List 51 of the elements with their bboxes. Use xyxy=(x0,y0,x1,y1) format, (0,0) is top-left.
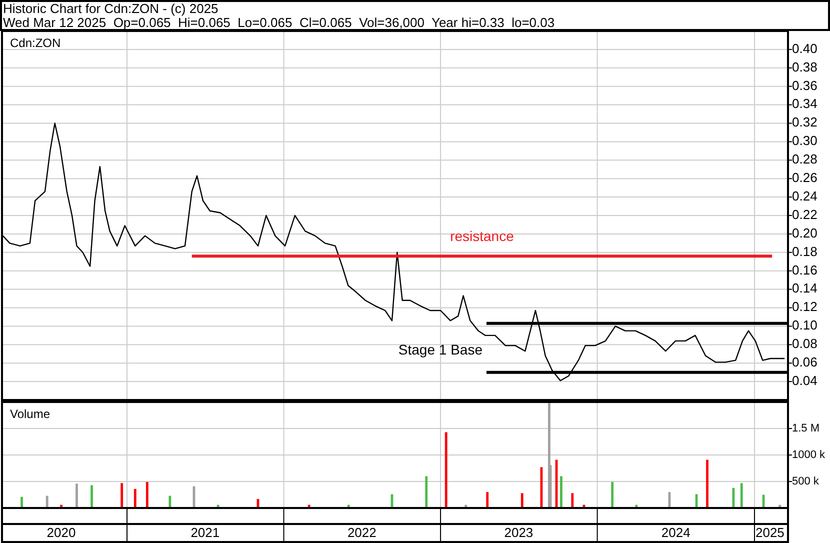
bar xyxy=(46,496,48,508)
y-tick-label: 0.28 xyxy=(792,152,818,167)
y-tick-label: 500 k xyxy=(792,475,820,488)
x-tick-label: 2020 xyxy=(46,525,76,540)
bar xyxy=(706,460,708,508)
y-tick-label: 0.30 xyxy=(792,133,818,148)
y-tick-label: 0.04 xyxy=(792,372,818,388)
y-tick-label: 0.24 xyxy=(792,188,818,204)
y-tick-label: 0.36 xyxy=(792,78,818,93)
y-tick-label: 0.10 xyxy=(792,318,818,333)
y-tick-label: 0.08 xyxy=(792,336,818,352)
annotation: resistance xyxy=(450,228,514,244)
bar xyxy=(571,493,574,508)
text: Volume xyxy=(10,407,50,421)
y-tick-label: 1.5 M xyxy=(792,422,820,434)
x-tick-label: 2022 xyxy=(347,525,376,540)
y-tick-label: 0.14 xyxy=(792,280,818,296)
y-tick-label: 0.16 xyxy=(792,262,818,278)
y-tick-label: 0.40 xyxy=(792,40,818,56)
chart-subtitle: Wed Mar 12 2025 Op=0.065 Hi=0.065 Lo=0.065 Cl=0.065 Vol=36,000 Year hi=0.33 lo=0.03 xyxy=(3,15,555,30)
bar xyxy=(134,488,136,508)
bar xyxy=(20,496,23,508)
text: Cdn:ZON xyxy=(10,36,61,50)
bar xyxy=(120,483,124,508)
x-tick-label: 2023 xyxy=(504,525,534,540)
y-tick-label: 1000 k xyxy=(792,448,826,461)
bar xyxy=(90,485,93,508)
y-tick-label: 0.22 xyxy=(792,206,818,222)
annotation: Stage 1 Base xyxy=(398,341,483,358)
bar xyxy=(520,493,524,508)
bar xyxy=(560,476,562,508)
bar xyxy=(76,484,78,508)
chart-title: Historic Chart for Cdn:ZON - (c) 2025 xyxy=(3,1,218,16)
y-tick-label: 0.32 xyxy=(792,114,818,130)
y-tick-label: 0.38 xyxy=(792,59,818,74)
bar xyxy=(146,482,148,508)
x-tick-label: 2021 xyxy=(190,525,220,540)
y-tick-label: 0.06 xyxy=(792,354,818,370)
bar xyxy=(486,492,489,508)
bar xyxy=(611,482,614,508)
y-tick-label: 0.26 xyxy=(792,170,818,186)
x-tick-label: 2025 xyxy=(756,525,784,540)
y-tick-label: 0.18 xyxy=(792,244,818,259)
y-tick-label: 0.20 xyxy=(792,225,818,240)
x-tick-label: 2024 xyxy=(661,525,690,540)
y-tick-label: 0.34 xyxy=(792,96,818,112)
bar xyxy=(740,483,743,508)
bar xyxy=(444,432,448,508)
bar xyxy=(168,496,172,508)
bar xyxy=(425,476,428,508)
y-tick-label: 0.12 xyxy=(792,299,818,314)
